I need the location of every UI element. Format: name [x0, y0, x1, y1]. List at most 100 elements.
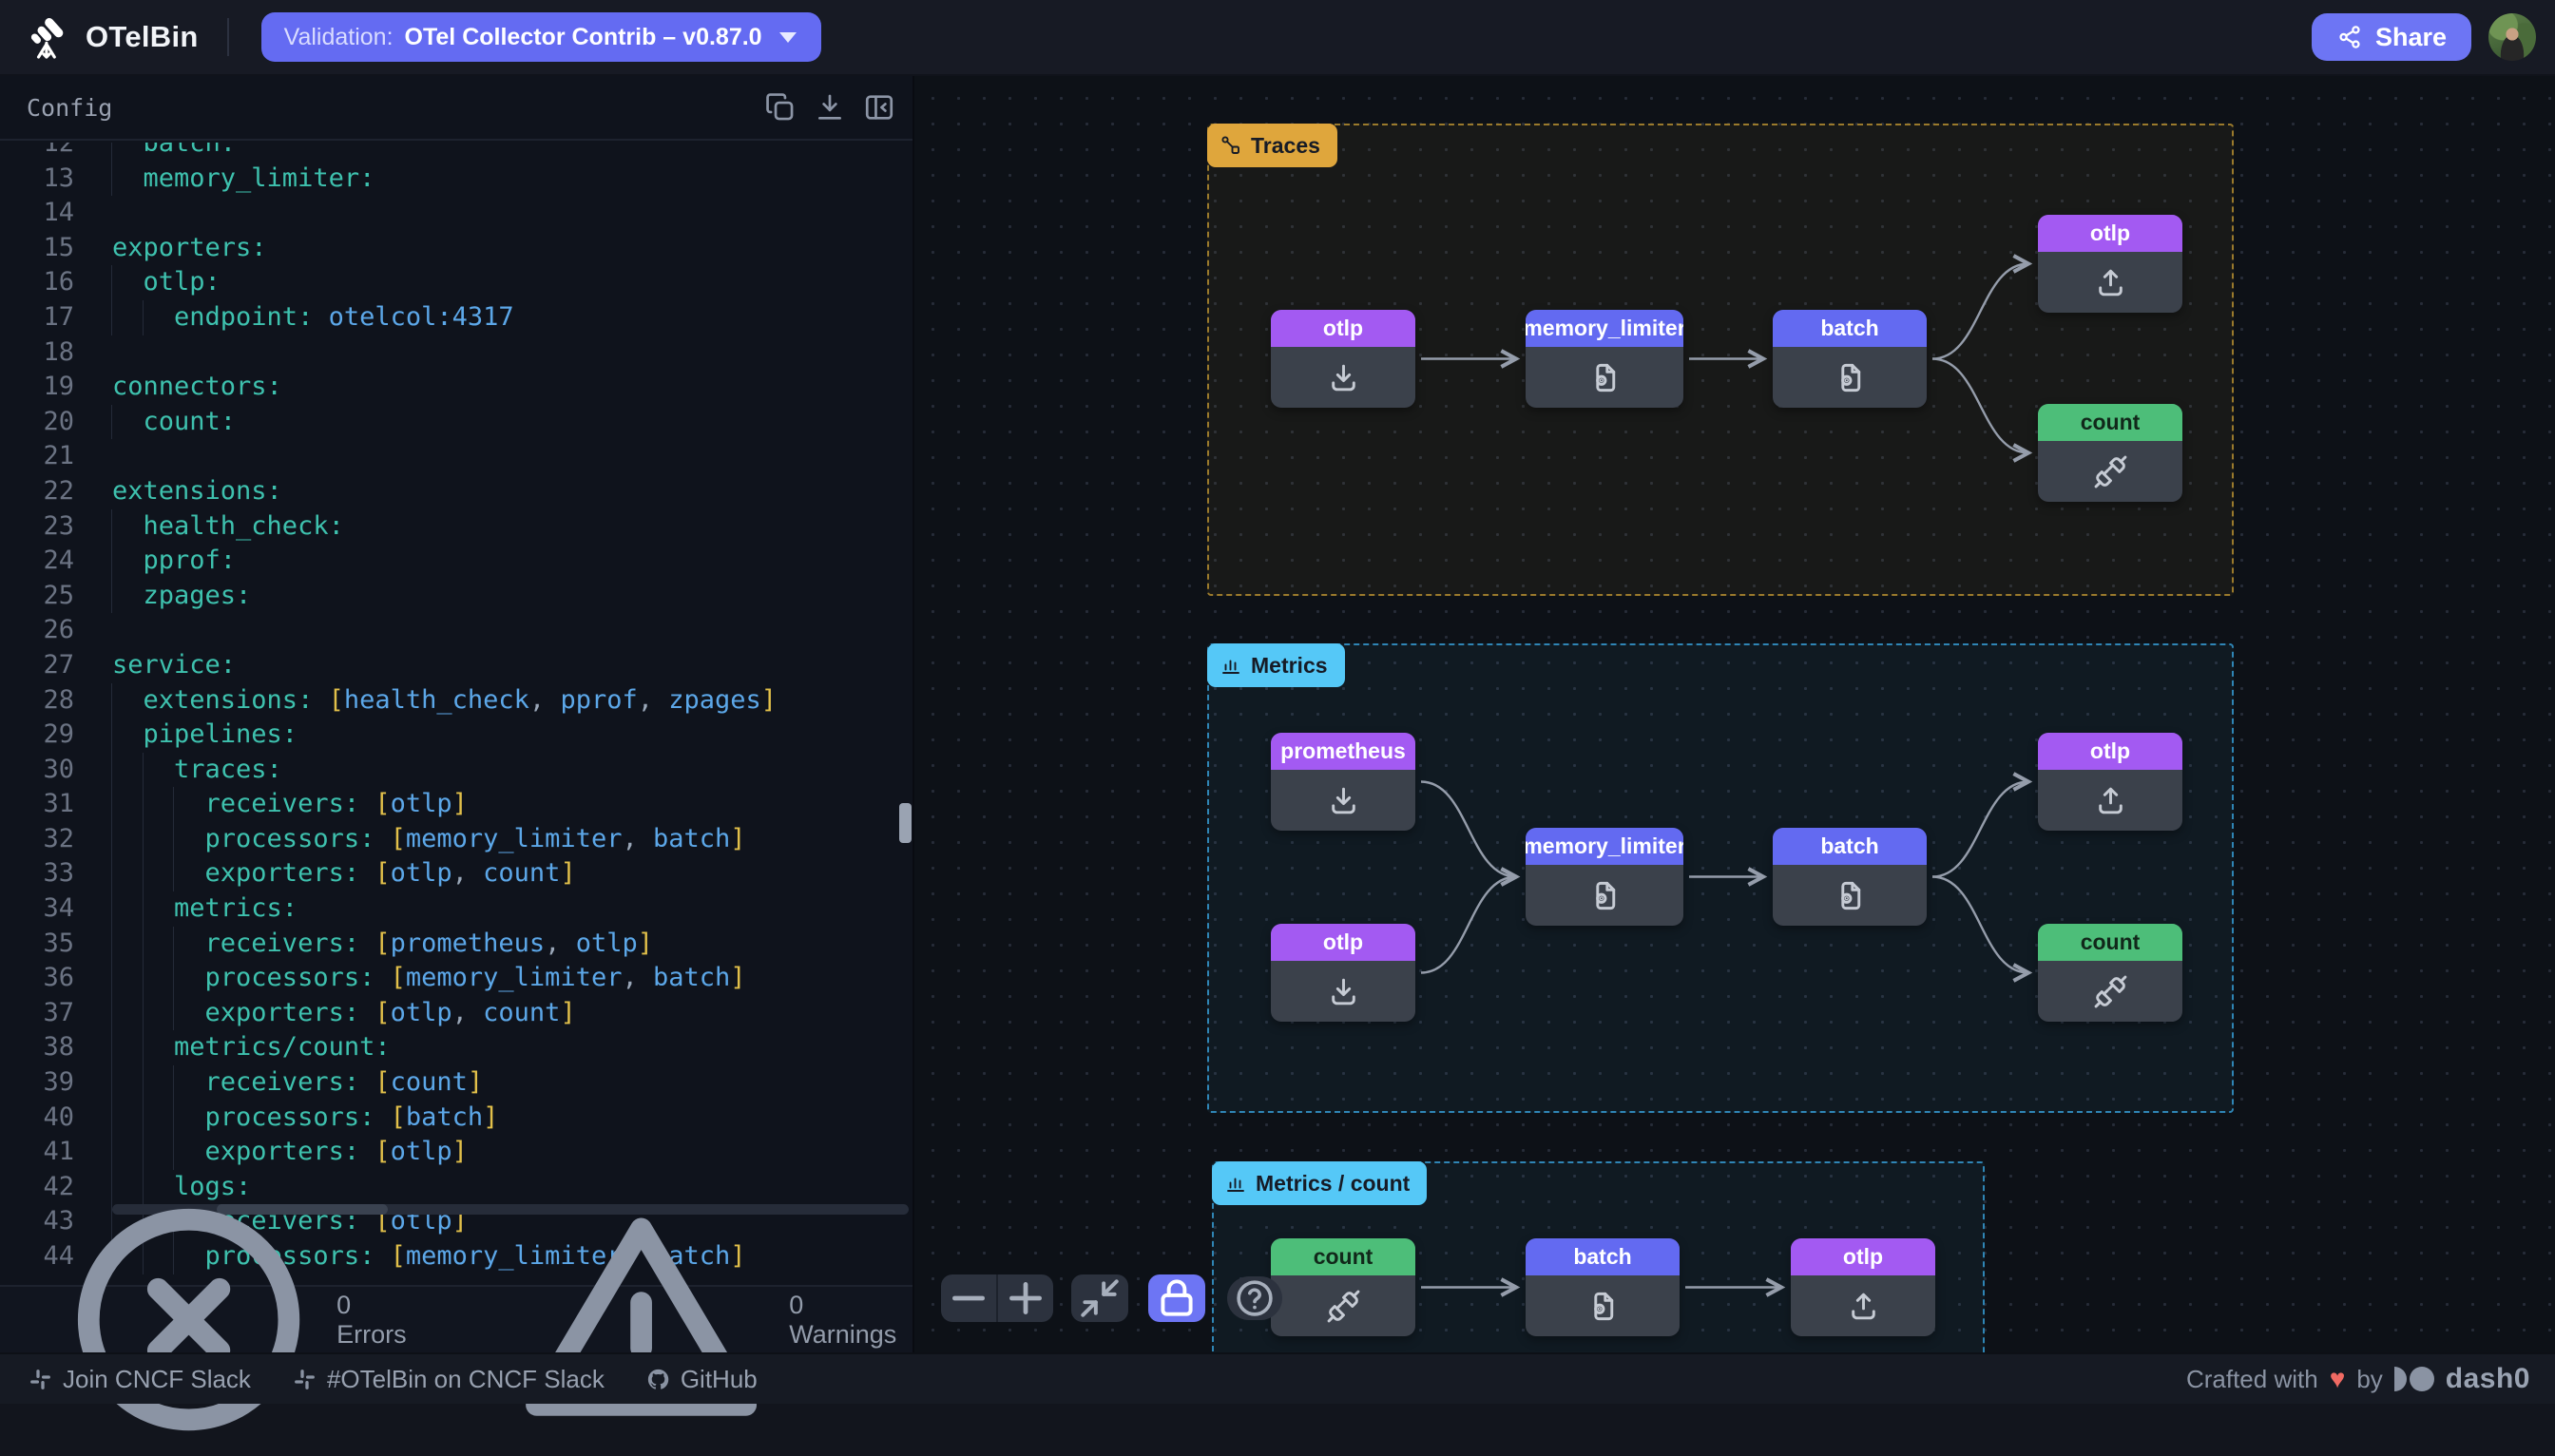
- node-label: memory_limiter: [1526, 828, 1683, 865]
- code-line[interactable]: 23 health_check:: [0, 508, 912, 545]
- share-button[interactable]: Share: [2311, 13, 2471, 61]
- code-line[interactable]: 16 otlp:: [0, 265, 912, 300]
- code-line[interactable]: 21: [0, 439, 912, 474]
- editor-title: Config: [27, 93, 113, 122]
- validation-label: Validation:: [283, 23, 394, 50]
- node-memory_limiter[interactable]: memory_limiter: [1526, 828, 1683, 926]
- node-batch[interactable]: batch: [1773, 310, 1927, 408]
- horizontal-scrollbar-thumb[interactable]: [217, 1204, 388, 1215]
- panel-divider[interactable]: [912, 76, 914, 1352]
- code-line[interactable]: 33 exporters: [otlp, count]: [0, 856, 912, 892]
- node-label: otlp: [1271, 310, 1415, 347]
- zoom-out-button[interactable]: [941, 1274, 996, 1322]
- code-line[interactable]: 27 service:: [0, 648, 912, 683]
- code-line[interactable]: 24 pprof:: [0, 544, 912, 579]
- code-line[interactable]: 32 processors: [memory_limiter, batch]: [0, 821, 912, 857]
- code-line[interactable]: 40 processors: [batch]: [0, 1100, 912, 1136]
- lock-button[interactable]: [1148, 1274, 1205, 1322]
- fit-view-button[interactable]: [1071, 1274, 1128, 1322]
- code-line[interactable]: 29 pipelines:: [0, 718, 912, 753]
- node-otlp[interactable]: otlp: [2038, 215, 2182, 313]
- errors-status: 0 Errors: [52, 1183, 424, 1456]
- line-number: 12: [43, 143, 74, 158]
- code-line[interactable]: 31 receivers: [otlp]: [0, 787, 912, 822]
- horizontal-scrollbar[interactable]: [112, 1204, 909, 1215]
- file-process-icon: [1526, 865, 1683, 926]
- code-line[interactable]: 19 connectors:: [0, 370, 912, 405]
- node-batch[interactable]: batch: [1526, 1238, 1680, 1336]
- code-line[interactable]: 26: [0, 613, 912, 648]
- code-line[interactable]: 42 logs:: [0, 1169, 912, 1205]
- code-line[interactable]: 38 metrics/count:: [0, 1030, 912, 1066]
- node-label: count: [2038, 404, 2182, 441]
- pipeline-edge: [1420, 780, 1521, 887]
- user-avatar[interactable]: [2488, 13, 2536, 61]
- node-otlp[interactable]: otlp: [1791, 1238, 1935, 1336]
- footer-link-label: Join CNCF Slack: [63, 1364, 251, 1393]
- node-otlp[interactable]: otlp: [1271, 310, 1415, 408]
- slack-icon: [293, 1368, 317, 1391]
- code-line[interactable]: 39 receivers: [count]: [0, 1065, 912, 1101]
- github-icon: [646, 1368, 670, 1391]
- copy-icon[interactable]: [764, 91, 797, 124]
- code-line[interactable]: 34 metrics:: [0, 891, 912, 927]
- line-number: 17: [43, 301, 74, 332]
- code-line[interactable]: 41 exporters: [otlp]: [0, 1135, 912, 1170]
- code-line[interactable]: 25 zpages:: [0, 578, 912, 614]
- caret-down-icon: [778, 31, 797, 43]
- node-memory_limiter[interactable]: memory_limiter: [1526, 310, 1683, 408]
- code-line[interactable]: 20 count:: [0, 404, 912, 440]
- line-number: 13: [43, 163, 74, 193]
- collapse-panel-icon[interactable]: [863, 91, 895, 124]
- code-line[interactable]: 35 receivers: [prometheus, otlp]: [0, 926, 912, 962]
- download-icon[interactable]: [814, 91, 846, 124]
- node-otlp[interactable]: otlp: [2038, 733, 2182, 831]
- code-line[interactable]: 17 endpoint: otelcol:4317: [0, 299, 912, 335]
- circle-x-icon: [52, 1183, 325, 1456]
- pipeline-edge: [1931, 357, 2033, 463]
- help-button[interactable]: [1227, 1276, 1282, 1320]
- code-line[interactable]: 37 exporters: [otlp, count]: [0, 995, 912, 1031]
- line-number: 37: [43, 997, 74, 1027]
- validation-dropdown[interactable]: Validation: OTel Collector Contrib – v0.…: [260, 12, 821, 62]
- zoom-in-button[interactable]: [998, 1274, 1053, 1322]
- footer-link[interactable]: Join CNCF Slack: [29, 1365, 251, 1394]
- code-editor[interactable]: 12 batch: 13 memory_limiter: 14 15 exporters…: [0, 143, 912, 1285]
- code-line[interactable]: 36 processors: [memory_limiter, batch]: [0, 961, 912, 996]
- footer-link[interactable]: GitHub: [646, 1365, 758, 1394]
- code-line[interactable]: 30 traces:: [0, 752, 912, 788]
- heart-icon: ♥: [2329, 1364, 2346, 1393]
- code-line[interactable]: 18: [0, 335, 912, 371]
- node-count[interactable]: count: [2038, 404, 2182, 502]
- code-line[interactable]: 13 memory_limiter:: [0, 161, 912, 197]
- pipeline-diagram[interactable]: Traces Metrics Metrics / count otlp memory_l…: [914, 76, 2555, 1352]
- line-number: 25: [43, 580, 74, 610]
- code-line[interactable]: 22 extensions:: [0, 474, 912, 509]
- node-label: otlp: [2038, 733, 2182, 770]
- node-count[interactable]: count: [1271, 1238, 1415, 1336]
- code-line[interactable]: 12 batch:: [0, 143, 912, 162]
- node-count[interactable]: count: [2038, 924, 2182, 1022]
- download-icon: [1271, 961, 1415, 1022]
- credit-by: by: [2356, 1364, 2383, 1393]
- node-prometheus[interactable]: prometheus: [1271, 733, 1415, 831]
- node-otlp[interactable]: otlp: [1271, 924, 1415, 1022]
- pipeline-group-label: Metrics / count: [1212, 1161, 1428, 1205]
- code-line[interactable]: 14: [0, 196, 912, 231]
- vertical-scrollbar-thumb[interactable]: [899, 803, 912, 843]
- pipeline-edge: [1931, 875, 2033, 983]
- pipeline-group-title: Metrics: [1251, 652, 1328, 678]
- unplug-icon: [2038, 961, 2182, 1022]
- line-number: 27: [43, 649, 74, 680]
- pipeline-group-title: Traces: [1251, 132, 1320, 158]
- code-line[interactable]: 15 exporters:: [0, 231, 912, 266]
- node-batch[interactable]: batch: [1773, 828, 1927, 926]
- code-line[interactable]: 28 extensions: [health_check, pprof, zpa…: [0, 682, 912, 718]
- footer-link[interactable]: #OTelBin on CNCF Slack: [293, 1365, 605, 1394]
- line-number: 40: [43, 1102, 74, 1132]
- pipeline-edge: [1931, 772, 2033, 878]
- footer: Join CNCF Slack #OTelBin on CNCF Slack Git…: [0, 1352, 2555, 1404]
- line-number: 36: [43, 963, 74, 993]
- editor-header: Config: [0, 76, 912, 141]
- editor-panel: Config 12 batch: 13 memory_limiter: 14 15 ex…: [0, 76, 912, 1431]
